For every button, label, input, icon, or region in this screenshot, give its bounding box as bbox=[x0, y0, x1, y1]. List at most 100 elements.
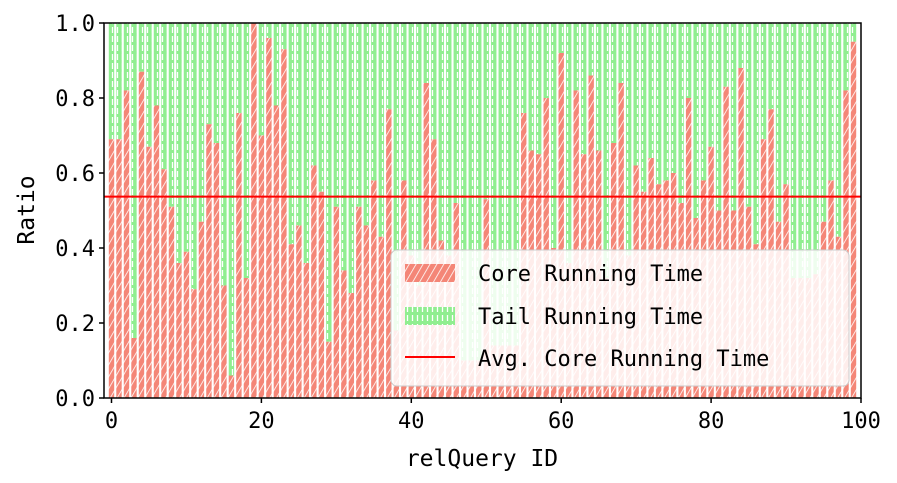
bar-tail-46 bbox=[453, 23, 459, 203]
bar-tail-89 bbox=[775, 23, 782, 222]
bar-tail-93 bbox=[805, 23, 812, 278]
bar-tail-97 bbox=[835, 23, 842, 237]
bar-core-2 bbox=[123, 90, 130, 398]
bar-core-3 bbox=[131, 338, 137, 398]
bar-tail-43 bbox=[431, 23, 437, 140]
bar-tail-83 bbox=[730, 23, 737, 211]
bar-tail-76 bbox=[678, 23, 684, 203]
legend-label-avg: Avg. Core Running Time bbox=[478, 347, 769, 372]
bar-tail-30 bbox=[333, 23, 340, 207]
bar-tail-86 bbox=[753, 23, 759, 245]
bar-tail-98 bbox=[843, 23, 849, 91]
bar-tail-27 bbox=[311, 23, 317, 166]
bar-tail-58 bbox=[543, 23, 549, 98]
bar-core-28 bbox=[318, 191, 325, 398]
bar-core-7 bbox=[161, 169, 167, 398]
bar-tail-38 bbox=[393, 23, 400, 331]
bar-core-26 bbox=[303, 263, 310, 398]
y-tick-label-3: 0.6 bbox=[55, 162, 95, 187]
bar-tail-74 bbox=[663, 23, 669, 181]
x-axis-title: relQuery ID bbox=[406, 446, 558, 472]
bar-core-19 bbox=[251, 23, 257, 398]
bar-tail-85 bbox=[745, 23, 752, 207]
bar-tail-57 bbox=[536, 23, 542, 155]
bar-tail-26 bbox=[303, 23, 310, 263]
bar-tail-56 bbox=[528, 23, 534, 151]
bar-core-4 bbox=[138, 71, 145, 398]
bar-tail-71 bbox=[640, 23, 647, 192]
y-tick-label-0: 0.0 bbox=[55, 387, 95, 412]
bar-core-10 bbox=[183, 251, 190, 398]
bar-core-36 bbox=[378, 236, 385, 398]
bar-tail-65 bbox=[595, 23, 602, 151]
bar-tail-15 bbox=[221, 23, 227, 286]
bar-tail-47 bbox=[461, 23, 467, 361]
y-tick-label-1: 0.2 bbox=[55, 312, 95, 337]
bar-tail-39 bbox=[401, 23, 407, 181]
bar-tail-22 bbox=[273, 23, 280, 106]
bar-tail-84 bbox=[738, 23, 744, 68]
bar-core-24 bbox=[288, 244, 295, 398]
bar-tail-36 bbox=[378, 23, 385, 237]
bar-tail-21 bbox=[266, 23, 272, 38]
bar-tail-9 bbox=[176, 23, 182, 263]
bar-tail-13 bbox=[206, 23, 212, 125]
bar-tail-88 bbox=[768, 23, 774, 110]
bar-tail-92 bbox=[798, 23, 804, 278]
bar-tail-96 bbox=[828, 23, 834, 181]
bar-tail-67 bbox=[610, 23, 617, 143]
bar-core-64 bbox=[588, 75, 594, 398]
x-tick-label-5: 100 bbox=[841, 409, 881, 434]
plot-frame bbox=[103, 22, 862, 399]
bar-core-77 bbox=[685, 98, 692, 398]
bar-tail-51 bbox=[491, 23, 497, 346]
bar-tail-37 bbox=[386, 23, 392, 110]
x-tick-label-1: 20 bbox=[248, 409, 275, 434]
bar-tail-45 bbox=[446, 23, 452, 256]
bar-core-68 bbox=[618, 83, 624, 398]
legend-box bbox=[390, 249, 850, 387]
bar-tail-14 bbox=[213, 23, 220, 143]
bar-tail-32 bbox=[348, 23, 355, 293]
bar-tail-73 bbox=[655, 23, 662, 185]
y-axis: 0.0 0.2 0.4 0.6 0.8 1.0 bbox=[55, 12, 104, 412]
bar-tail-24 bbox=[288, 23, 295, 245]
bar-tail-16 bbox=[228, 23, 235, 376]
bar-tail-25 bbox=[296, 23, 302, 226]
bar-tail-60 bbox=[558, 23, 564, 53]
bar-core-32 bbox=[348, 293, 355, 398]
bar-core-27 bbox=[311, 165, 317, 398]
bar-tail-48 bbox=[468, 23, 474, 361]
bar-tail-44 bbox=[438, 23, 444, 241]
bar-tail-62 bbox=[573, 23, 579, 91]
legend-swatch-tail bbox=[405, 307, 455, 325]
bar-core-11 bbox=[191, 289, 197, 398]
x-axis: 0 20 40 60 80 100 bbox=[105, 398, 881, 434]
bar-core-58 bbox=[543, 98, 549, 398]
bar-core-34 bbox=[363, 225, 370, 398]
legend: Core Running Time Tail Running Time Avg.… bbox=[390, 249, 850, 387]
bar-tail-29 bbox=[326, 23, 332, 342]
bar-tail-52 bbox=[498, 23, 504, 346]
bar-tail-50 bbox=[483, 23, 489, 200]
bar-core-42 bbox=[423, 83, 429, 398]
bar-tail-20 bbox=[258, 23, 265, 136]
bar-tail-17 bbox=[236, 23, 242, 113]
x-tick-label-4: 80 bbox=[698, 409, 725, 434]
bar-tail-55 bbox=[521, 23, 527, 113]
bar-core-12 bbox=[198, 221, 205, 398]
bar-core-20 bbox=[258, 135, 265, 398]
y-tick-label-4: 0.8 bbox=[55, 87, 95, 112]
bar-tail-91 bbox=[790, 23, 797, 278]
bar-tail-42 bbox=[423, 23, 429, 83]
bar-tail-72 bbox=[648, 23, 654, 158]
bar-core-6 bbox=[153, 105, 160, 398]
bar-tail-23 bbox=[281, 23, 287, 50]
bar-core-8 bbox=[168, 206, 175, 398]
bar-tail-90 bbox=[783, 23, 789, 185]
bar-tail-95 bbox=[820, 23, 827, 222]
bar-tail-80 bbox=[708, 23, 714, 147]
bar-core-21 bbox=[266, 38, 272, 398]
bar-core-33 bbox=[356, 206, 362, 398]
bar-tail-35 bbox=[371, 23, 377, 181]
